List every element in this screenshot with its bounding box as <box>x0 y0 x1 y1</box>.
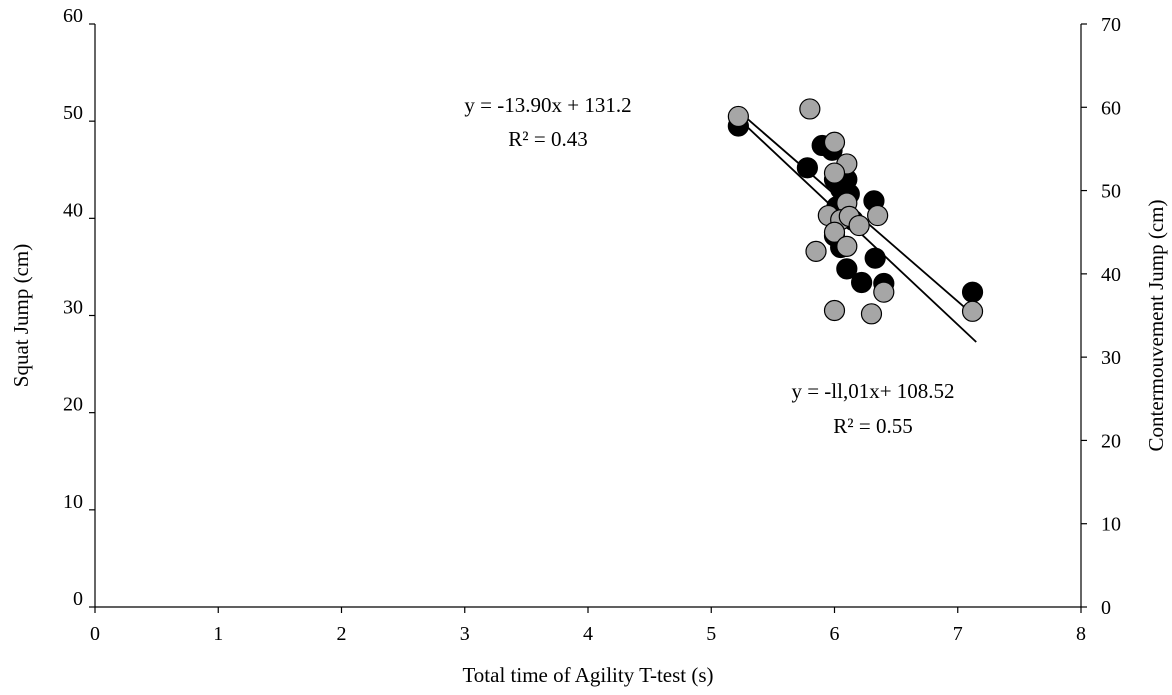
x-tick-label: 1 <box>213 623 223 645</box>
countermovement-jump-point <box>823 162 846 184</box>
countermovement-jump-point <box>848 214 870 237</box>
y-right-tick-label: 70 <box>1101 14 1121 36</box>
y-right-tick-label: 60 <box>1101 97 1121 119</box>
y-right-tick-label: 20 <box>1101 430 1121 452</box>
countermovement-jump-point <box>961 300 984 322</box>
y-axis-left-title: Squat Jump (cm) <box>9 244 33 387</box>
y-left-tick-label: 60 <box>63 5 83 27</box>
y-axis-right-title: Contermouvement Jump (cm) <box>1144 200 1168 452</box>
y-right-tick-label: 50 <box>1101 181 1121 203</box>
equation-boxes-group <box>432 78 998 470</box>
x-tick-label: 3 <box>460 623 470 645</box>
regression-equation: y = -ll,01x+ 108.52 <box>791 379 954 403</box>
squat-jump-point <box>851 271 873 294</box>
y-right-tick-label: 0 <box>1101 597 1111 619</box>
y-left-tick-label: 30 <box>63 297 83 319</box>
x-tick-label: 0 <box>90 623 100 645</box>
x-tick-label: 4 <box>583 623 593 645</box>
squat-jump-point <box>796 157 818 179</box>
y-left-tick-label: 40 <box>63 199 83 221</box>
x-tick-label: 6 <box>830 623 840 645</box>
x-tick-label: 2 <box>337 623 347 645</box>
chart-text-group: 0 1 2 3 4 5 6 7 80102030405060010203040506070Tot… <box>9 5 1168 687</box>
r-squared-label: R² = 0.55 <box>833 414 912 438</box>
y-left-tick-label: 50 <box>63 102 83 124</box>
countermovement-jump-point <box>867 204 889 227</box>
x-tick-label: 8 <box>1076 623 1086 645</box>
x-tick-label: 5 <box>706 623 716 645</box>
equation-box <box>748 366 998 470</box>
data-points-group <box>727 98 984 325</box>
countermovement-jump-point <box>836 235 858 257</box>
countermovement-jump-point <box>823 221 846 243</box>
countermovement-jump-point <box>873 281 895 303</box>
x-tick-label: 7 <box>953 623 963 645</box>
y-left-tick-label: 0 <box>73 588 83 610</box>
countermovement-jump-point <box>799 98 821 120</box>
squat-jump-point <box>836 258 858 280</box>
axes-group <box>89 23 1087 613</box>
countermovement-jump-point <box>860 303 883 325</box>
y-left-tick-label: 10 <box>63 491 83 513</box>
squat-jump-point <box>961 281 984 303</box>
y-right-tick-label: 10 <box>1101 514 1121 536</box>
x-axis-title: Total time of Agility T-test (s) <box>462 663 713 687</box>
y-left-tick-label: 20 <box>63 394 83 416</box>
squat-jump-point <box>864 247 886 269</box>
countermovement-jump-point <box>823 299 846 322</box>
regression-equation: y = -13.90x + 131.2 <box>464 93 631 117</box>
r-squared-label: R² = 0.43 <box>508 127 587 151</box>
y-right-tick-label: 30 <box>1101 347 1121 369</box>
equation-box <box>432 78 678 176</box>
countermovement-jump-point <box>805 240 827 262</box>
countermovement-jump-point <box>727 105 749 128</box>
y-right-tick-label: 40 <box>1101 264 1121 286</box>
countermovement-jump-point <box>823 131 846 153</box>
